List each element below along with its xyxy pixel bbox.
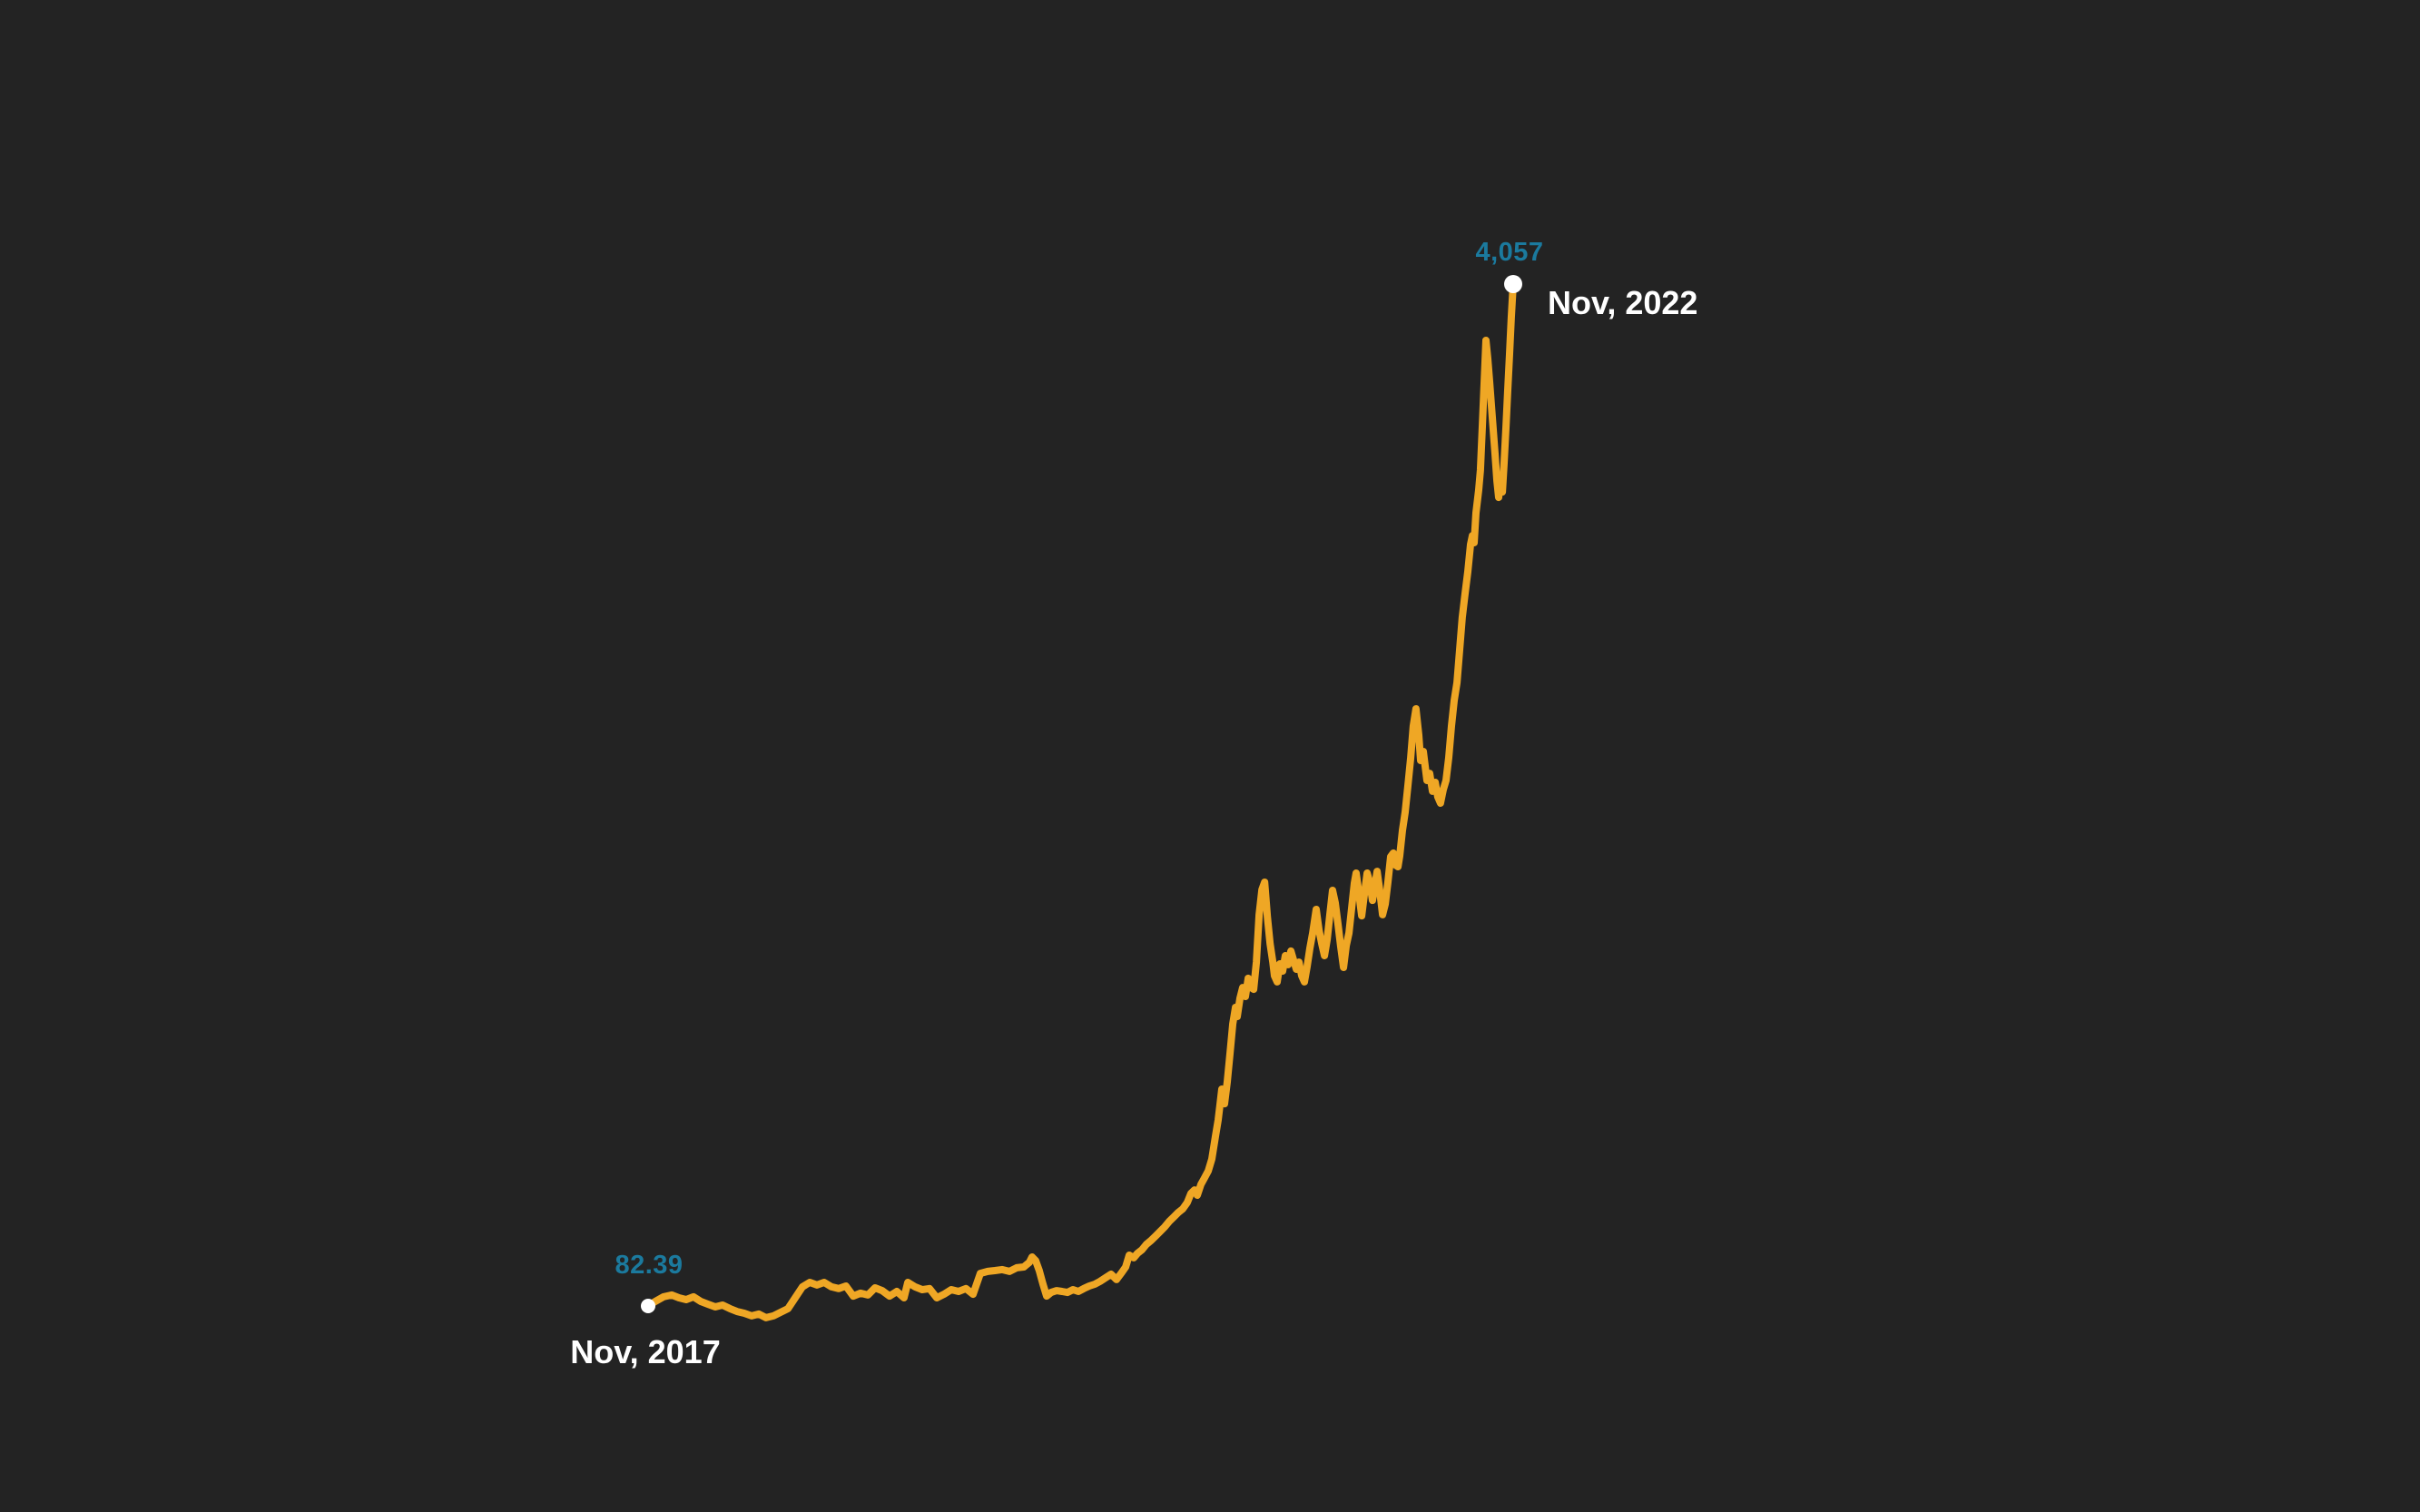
start-value-label: 82.39: [615, 1251, 683, 1280]
end-point-marker: [1504, 275, 1522, 293]
price-line-series: [644, 280, 1517, 1321]
end-date-label: Nov, 2022: [1548, 284, 1697, 321]
start-date-label: Nov, 2017: [570, 1333, 720, 1370]
end-value-label: 4,057: [1475, 238, 1543, 267]
start-point-marker: [641, 1299, 655, 1313]
